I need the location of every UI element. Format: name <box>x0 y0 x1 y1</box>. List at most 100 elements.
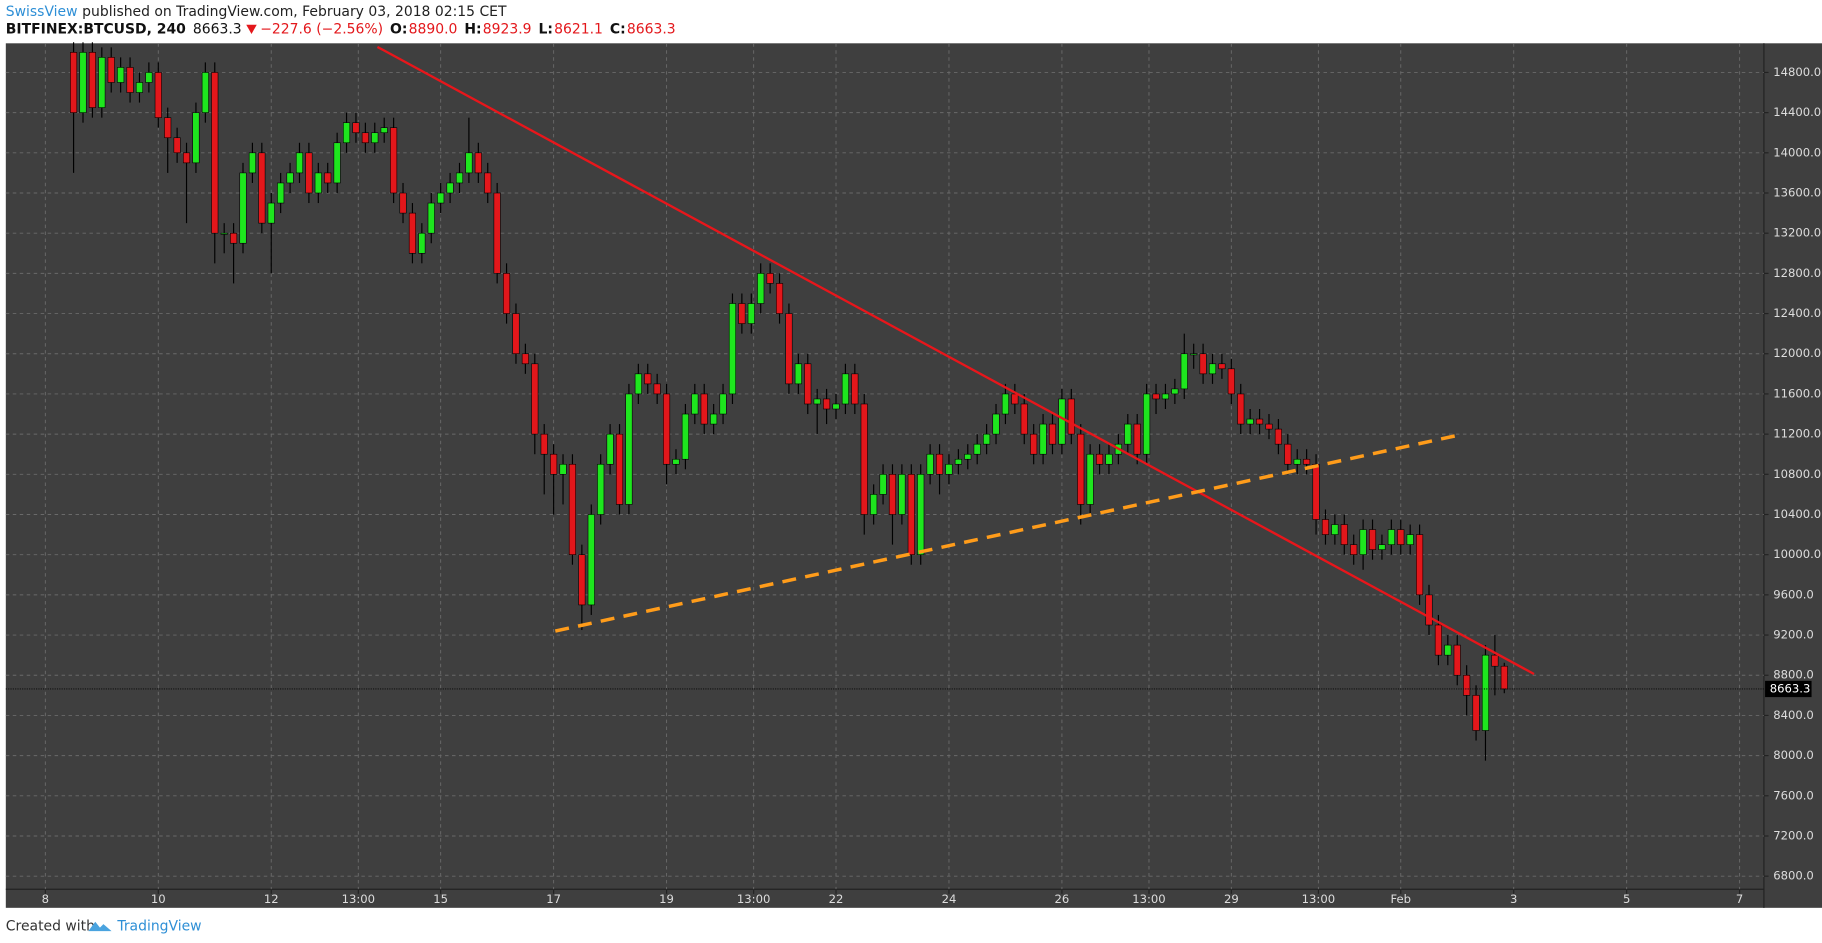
y-tick-label: 6800.0 <box>1773 869 1814 883</box>
candle-body <box>644 373 652 385</box>
x-tick-label: 15 <box>433 892 448 906</box>
candle-body <box>333 142 341 184</box>
candle-body <box>540 433 548 455</box>
candle-body <box>408 212 416 254</box>
candle-body <box>823 398 831 410</box>
candle-body <box>361 132 369 144</box>
y-tick-label: 7200.0 <box>1773 828 1814 842</box>
candle-body <box>493 192 501 274</box>
candle-body <box>70 52 78 113</box>
candle-body <box>474 152 482 174</box>
ohlc-value: 8923.9 <box>483 21 532 37</box>
candle-body <box>691 393 699 415</box>
candle-body <box>390 127 398 194</box>
symbol: BITFINEX:BTCUSD, 240 <box>6 21 186 37</box>
candle-body <box>286 172 294 184</box>
candle-body <box>1133 423 1141 455</box>
y-tick-label: 12800.0 <box>1773 266 1821 280</box>
candle-body <box>888 474 897 515</box>
ohlc-value: 8890.0 <box>409 21 458 37</box>
candle-body <box>192 112 200 164</box>
candle-body <box>578 554 586 606</box>
candle-body <box>898 474 906 515</box>
candle-body <box>634 373 642 395</box>
candle-body <box>1425 594 1433 626</box>
candle-body <box>757 273 765 304</box>
y-tick-label: 12400.0 <box>1773 306 1821 320</box>
candle-body <box>1077 433 1085 505</box>
trend-line <box>554 433 1461 633</box>
footer: Created with TradingView <box>6 918 202 934</box>
candle-body <box>248 152 256 174</box>
y-tick-label: 8800.0 <box>1773 668 1814 682</box>
y-tick-label: 11200.0 <box>1773 427 1821 441</box>
x-tick-label: 29 <box>1224 892 1239 906</box>
candle-body <box>1293 458 1301 465</box>
last-price: 8663.3 <box>193 21 242 37</box>
candle-body <box>182 152 191 164</box>
candle-body <box>1152 393 1160 400</box>
x-tick-label: 13:00 <box>1302 892 1335 906</box>
candle-body <box>1340 524 1348 545</box>
ohlc-value: 8621.1 <box>554 21 603 37</box>
candle-body <box>728 303 737 395</box>
footer-created: Created with <box>6 918 95 934</box>
candle-body <box>1058 398 1066 445</box>
candle-body <box>1048 423 1057 445</box>
candle-body <box>1387 529 1395 545</box>
footer-logo <box>88 921 112 932</box>
candle-body <box>1378 544 1386 550</box>
candle-body <box>446 182 454 194</box>
candle-body <box>1331 524 1339 535</box>
candle-body <box>710 413 718 425</box>
x-tick-label: 10 <box>151 892 166 906</box>
candle-body <box>700 393 708 425</box>
candle-body <box>907 474 915 555</box>
trend-line <box>376 45 1535 676</box>
candle-body <box>258 152 266 224</box>
candle-body <box>79 52 87 113</box>
footer-brand[interactable]: TradingView <box>116 918 201 934</box>
x-tick-label: 3 <box>1510 892 1517 906</box>
candle-body <box>1303 458 1311 465</box>
y-tick-label: 10400.0 <box>1773 507 1821 521</box>
candle-body <box>954 458 962 465</box>
candle-body <box>437 192 445 204</box>
candle-body <box>653 383 661 395</box>
candle-body <box>1199 353 1207 375</box>
candle-body <box>164 117 172 139</box>
x-tick-label: 7 <box>1736 892 1743 906</box>
candle-body <box>1481 654 1490 731</box>
candle-body <box>841 373 849 405</box>
candle-body <box>352 122 360 134</box>
candle-body <box>1350 544 1358 555</box>
candle-body <box>926 453 934 475</box>
candle-body <box>399 192 407 214</box>
candle-body <box>455 172 464 184</box>
candle-body <box>427 202 435 234</box>
candle-body <box>314 172 322 194</box>
candle-body <box>794 363 802 385</box>
candle-body <box>935 453 944 475</box>
candle-body <box>945 463 953 475</box>
candle-body <box>1011 393 1019 405</box>
candle-body <box>1265 423 1273 430</box>
candle-body <box>550 453 558 475</box>
y-tick-label: 7600.0 <box>1773 788 1814 802</box>
candle-body <box>1491 654 1499 667</box>
candle-body <box>973 443 981 455</box>
y-tick-label: 8000.0 <box>1773 748 1814 762</box>
y-tick-label: 9200.0 <box>1773 628 1814 642</box>
published: published on TradingView.com, February 0… <box>82 4 507 20</box>
candle-body <box>1444 644 1452 656</box>
candle-body <box>1143 393 1151 455</box>
candle-body <box>1124 423 1132 445</box>
candle-body <box>663 393 671 465</box>
candle-body <box>230 232 238 244</box>
candle-body <box>267 202 275 224</box>
candle-body <box>107 57 115 83</box>
y-tick-label: 14000.0 <box>1773 145 1821 159</box>
candle-body <box>879 474 887 495</box>
candle-body <box>738 303 746 324</box>
